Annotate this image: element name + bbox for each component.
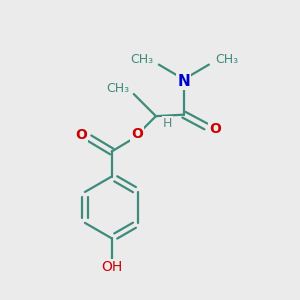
Text: O: O — [75, 128, 87, 142]
Text: CH₃: CH₃ — [215, 53, 238, 66]
Text: H: H — [163, 117, 172, 130]
Text: OH: OH — [101, 260, 122, 274]
Text: CH₃: CH₃ — [106, 82, 129, 95]
Text: N: N — [178, 74, 190, 89]
Text: O: O — [131, 127, 143, 141]
Text: O: O — [209, 122, 221, 136]
Text: CH₃: CH₃ — [130, 53, 153, 66]
